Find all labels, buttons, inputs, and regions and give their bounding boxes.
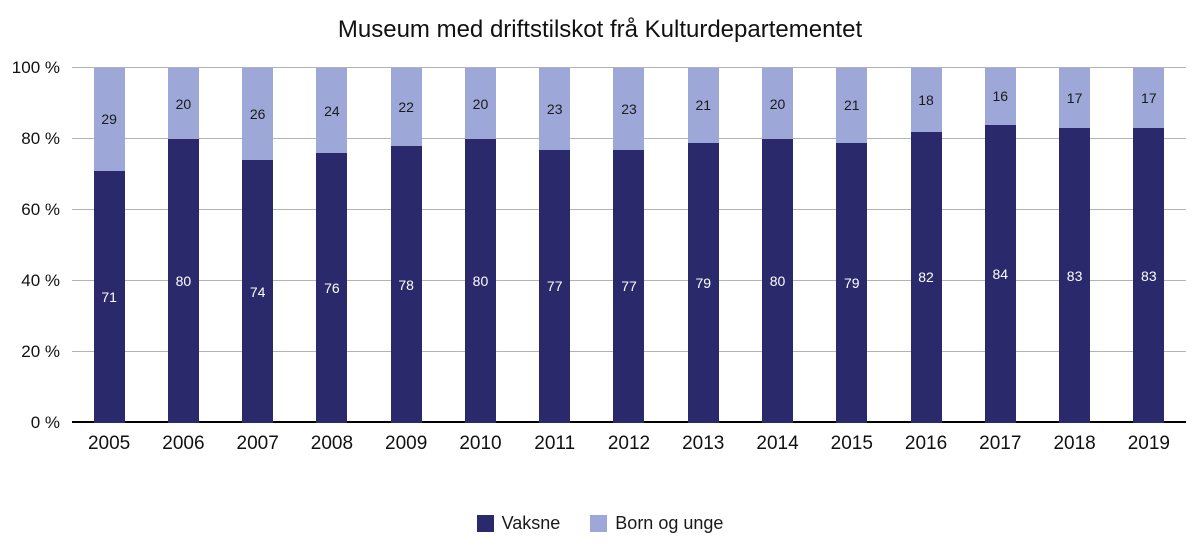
stacked-bar-2019: 17 83 <box>1133 68 1165 423</box>
legend-item-born-og-unge: Born og unge <box>590 513 723 534</box>
stacked-bar-2017: 16 84 <box>984 68 1016 423</box>
legend-swatch-born-og-unge-icon <box>590 515 608 532</box>
x-tick-label-2013: 2013 <box>682 433 725 454</box>
bar-column-2014: 20 80 2014 <box>740 68 814 454</box>
bar-column-2010: 20 80 2010 <box>443 68 517 454</box>
bar-segment-born-og-unge-2007: 26 <box>242 68 274 161</box>
bar-column-2018: 17 83 2018 <box>1037 68 1111 454</box>
bar-column-2019: 17 83 2019 <box>1112 68 1186 454</box>
bar-segment-vaksne-2019: 83 <box>1133 128 1165 423</box>
bar-column-2016: 18 82 2016 <box>889 68 963 454</box>
legend-label-born-og-unge: Born og unge <box>615 513 724 533</box>
bar-segment-born-og-unge-2006: 20 <box>167 68 199 139</box>
x-tick-label-2009: 2009 <box>385 433 428 454</box>
bar-segment-born-og-unge-2005: 29 <box>93 68 125 171</box>
bars-container: 29 71 2005 20 80 2006 26 74 2007 24 76 2008 22 78 2009… <box>72 68 1186 454</box>
bar-column-2015: 21 79 2015 <box>815 68 889 454</box>
bar-column-2008: 24 76 2008 <box>295 68 369 454</box>
legend-item-vaksne: Vaksne <box>476 513 561 534</box>
bar-segment-born-og-unge-2011: 23 <box>539 68 571 150</box>
bar-column-2013: 21 79 2013 <box>666 68 740 454</box>
x-tick-label-2011: 2011 <box>534 433 576 454</box>
bar-segment-vaksne-2013: 79 <box>687 142 719 423</box>
x-tick-label-2012: 2012 <box>607 433 651 454</box>
bar-column-2006: 20 80 2006 <box>146 68 220 454</box>
y-tick-label-40: 40 % <box>21 271 60 290</box>
stacked-bar-2009: 22 78 <box>390 68 422 423</box>
bar-segment-born-og-unge-2018: 17 <box>1059 68 1091 129</box>
chart-title: Museum med driftstilskot frå Kulturdepar… <box>337 16 863 43</box>
gridline-100 <box>72 67 1186 68</box>
bar-segment-vaksne-2018: 83 <box>1059 128 1091 423</box>
bar-segment-vaksne-2012: 77 <box>613 149 645 423</box>
stacked-bar-2008: 24 76 <box>316 68 348 423</box>
x-tick-label-2014: 2014 <box>756 433 799 454</box>
bar-segment-born-og-unge-2016: 18 <box>910 68 942 132</box>
bar-segment-vaksne-2009: 78 <box>390 146 422 423</box>
x-tick-label-2008: 2008 <box>310 433 354 454</box>
x-tick-label-2017: 2017 <box>979 433 1022 454</box>
stacked-bar-2018: 17 83 <box>1059 68 1091 423</box>
x-tick-label-2015: 2015 <box>830 433 873 454</box>
stacked-bar-2005: 29 71 <box>93 68 125 423</box>
x-tick-label-2019: 2019 <box>1127 433 1170 454</box>
bar-column-2012: 23 77 2012 <box>592 68 666 454</box>
bar-segment-vaksne-2006: 80 <box>167 139 199 423</box>
bar-segment-born-og-unge-2019: 17 <box>1133 68 1165 129</box>
x-tick-label-2016: 2016 <box>904 433 948 454</box>
y-tick-label-0: 0 % <box>30 413 60 432</box>
bar-segment-vaksne-2014: 80 <box>762 139 794 423</box>
stacked-bar-2010: 20 80 <box>464 68 496 423</box>
bar-column-2009: 22 78 2009 <box>369 68 443 454</box>
bar-column-2011: 23 77 2011 <box>518 68 592 454</box>
plot-area: 0 % 20 % 40 % 60 % 80 % 100 % 29 71 2005 20 80 2006… <box>12 59 1186 454</box>
x-tick-label-2018: 2018 <box>1053 433 1096 454</box>
bar-segment-born-og-unge-2009: 22 <box>390 68 422 147</box>
bar-segment-vaksne-2007: 74 <box>242 160 274 423</box>
legend-label-vaksne: Vaksne <box>501 513 561 533</box>
stacked-bar-2014: 20 80 <box>762 68 794 423</box>
y-tick-label-60: 60 % <box>21 200 60 219</box>
bar-column-2005: 29 71 2005 <box>72 68 146 454</box>
bar-segment-born-og-unge-2008: 24 <box>316 68 348 154</box>
bar-segment-born-og-unge-2014: 20 <box>762 68 794 139</box>
stacked-bar-2011: 23 77 <box>539 68 571 423</box>
stacked-bar-2006: 20 80 <box>167 68 199 423</box>
stacked-bar-2016: 18 82 <box>910 68 942 423</box>
bar-segment-born-og-unge-2013: 21 <box>687 68 719 143</box>
bar-segment-vaksne-2017: 84 <box>984 124 1016 423</box>
bar-segment-vaksne-2011: 77 <box>539 149 571 423</box>
stacked-bar-2015: 21 79 <box>836 68 868 423</box>
bar-column-2017: 16 84 2017 <box>963 68 1037 454</box>
bar-segment-born-og-unge-2017: 16 <box>984 68 1016 125</box>
bar-segment-born-og-unge-2012: 23 <box>613 68 645 150</box>
x-tick-label-2006: 2006 <box>162 433 205 454</box>
bar-segment-born-og-unge-2010: 20 <box>464 68 496 139</box>
legend-swatch-vaksne-icon <box>476 515 494 532</box>
stacked-bar-2012: 23 77 <box>613 68 645 423</box>
legend: Vaksne Born og unge <box>0 513 1200 534</box>
stacked-bar-2007: 26 74 <box>242 68 274 423</box>
bar-segment-vaksne-2015: 79 <box>836 142 868 423</box>
bar-segment-vaksne-2010: 80 <box>464 139 496 423</box>
x-tick-label-2010: 2010 <box>459 433 502 454</box>
y-tick-label-80: 80 % <box>21 129 60 148</box>
y-tick-label-100: 100 % <box>11 58 60 77</box>
bar-segment-born-og-unge-2015: 21 <box>836 68 868 143</box>
bar-segment-vaksne-2016: 82 <box>910 131 942 423</box>
y-tick-label-20: 20 % <box>21 342 60 361</box>
bar-column-2007: 26 74 2007 <box>221 68 295 454</box>
bar-segment-vaksne-2008: 76 <box>316 153 348 423</box>
x-tick-label-2007: 2007 <box>236 433 279 454</box>
bar-segment-vaksne-2005: 71 <box>93 170 125 423</box>
x-tick-label-2005: 2005 <box>87 433 131 454</box>
stacked-bar-2013: 21 79 <box>687 68 719 423</box>
